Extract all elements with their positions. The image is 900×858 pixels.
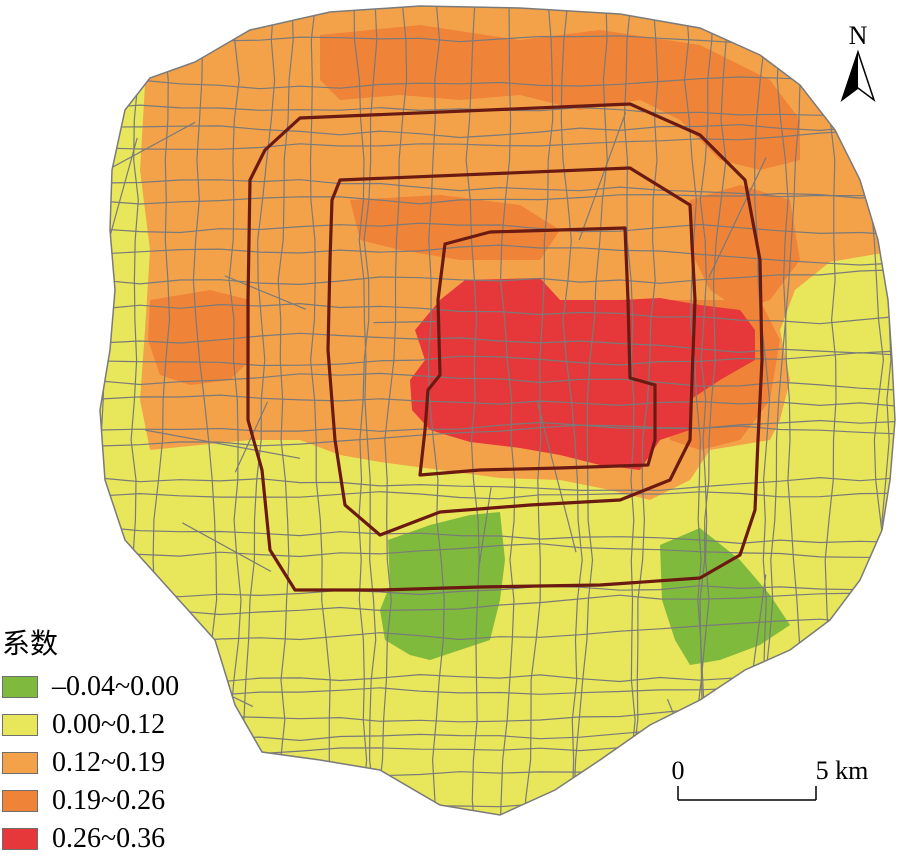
legend-item: 0.19~0.26	[2, 782, 179, 820]
scale-bar-end-label: 5 km	[816, 756, 869, 785]
legend-swatch	[2, 752, 38, 774]
legend-item: 0.26~0.36	[2, 820, 179, 858]
north-label: N	[849, 21, 868, 50]
legend-swatch	[2, 828, 38, 850]
legend: 系数 –0.04~0.00 0.00~0.12 0.12~0.19 0.19~0…	[2, 628, 179, 858]
legend-label: 0.26~0.36	[52, 825, 165, 853]
legend-label: 0.12~0.19	[52, 749, 165, 777]
legend-swatch	[2, 676, 38, 698]
legend-title: 系数	[2, 628, 179, 662]
north-arrow: N	[842, 21, 874, 100]
district-boundary	[100, 828, 900, 840]
scale-bar: 0 5 km	[672, 756, 869, 800]
legend-swatch	[2, 714, 38, 736]
legend-label: 0.19~0.26	[52, 787, 165, 815]
legend-item: 0.00~0.12	[2, 706, 179, 744]
legend-item: 0.12~0.19	[2, 744, 179, 782]
legend-swatch	[2, 790, 38, 812]
scale-bar-start-label: 0	[672, 756, 685, 785]
legend-label: –0.04~0.00	[52, 673, 179, 701]
legend-item: –0.04~0.00	[2, 668, 179, 706]
legend-label: 0.00~0.12	[52, 711, 165, 739]
